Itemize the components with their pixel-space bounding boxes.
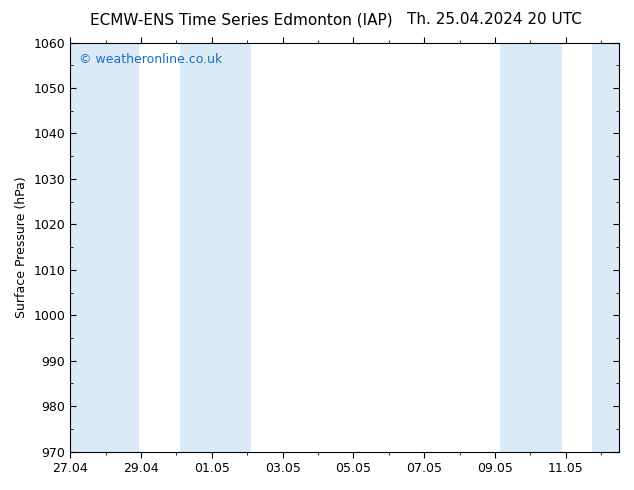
Bar <box>500 43 562 452</box>
Text: © weatheronline.co.uk: © weatheronline.co.uk <box>79 53 222 66</box>
Y-axis label: Surface Pressure (hPa): Surface Pressure (hPa) <box>15 176 28 318</box>
Bar <box>70 43 139 452</box>
Bar <box>592 43 619 452</box>
Text: ECMW-ENS Time Series Edmonton (IAP): ECMW-ENS Time Series Edmonton (IAP) <box>89 12 392 27</box>
Bar <box>180 43 251 452</box>
Text: Th. 25.04.2024 20 UTC: Th. 25.04.2024 20 UTC <box>407 12 582 27</box>
